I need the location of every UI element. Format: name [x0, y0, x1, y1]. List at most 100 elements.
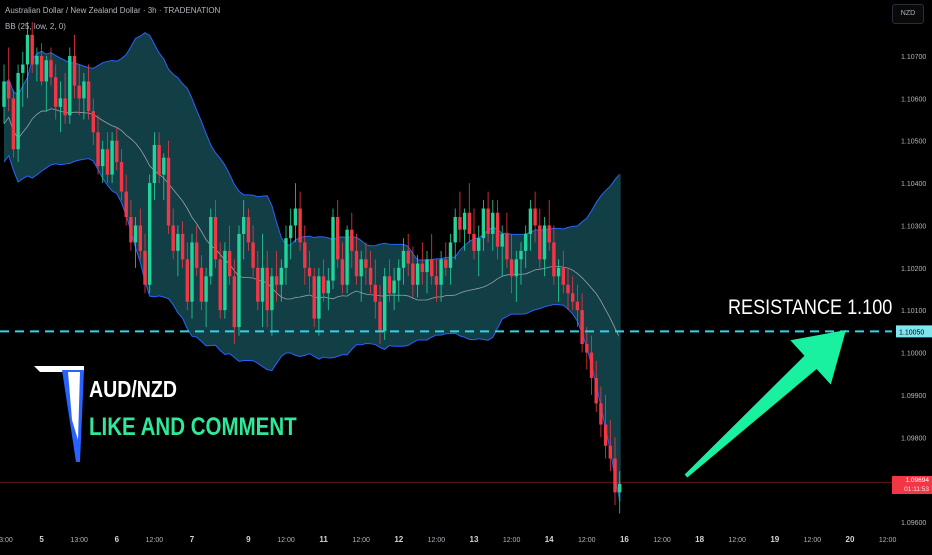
candle-body — [303, 242, 307, 268]
candle — [448, 233, 453, 285]
candle-body — [406, 250, 410, 264]
candle-body — [486, 208, 490, 234]
candle-body — [133, 225, 138, 243]
candle — [368, 250, 373, 294]
candle — [524, 225, 528, 268]
candle-body — [340, 259, 345, 285]
candle-body — [35, 56, 39, 65]
x-tick-label: 9 — [246, 535, 251, 544]
candle — [411, 246, 415, 298]
candle — [166, 140, 171, 234]
candle-body — [227, 250, 232, 277]
candle-body — [143, 250, 147, 285]
resistance-label: RESISTANCE 1.100 — [728, 296, 893, 319]
x-tick-label: 11 — [319, 535, 328, 544]
y-tick-label: 1.09900 — [901, 393, 926, 400]
candle-body — [566, 284, 570, 294]
candle — [2, 64, 6, 124]
candle — [54, 64, 58, 120]
candle — [180, 221, 185, 268]
candle — [293, 183, 298, 243]
candle — [444, 242, 448, 277]
candle — [284, 225, 288, 285]
y-tick-label: 1.10400 — [901, 181, 926, 188]
y-tick-label: 1.09800 — [901, 435, 926, 442]
candles-layer — [2, 22, 622, 514]
candle — [133, 216, 138, 268]
candle-body — [458, 216, 462, 230]
candle-body — [274, 276, 279, 285]
candle-body — [49, 60, 53, 78]
logo-stem-inner — [68, 372, 80, 440]
candle-body — [500, 233, 504, 247]
candle — [336, 200, 340, 268]
candle — [608, 420, 612, 472]
candle-body — [528, 208, 533, 234]
candle-body — [364, 259, 368, 268]
candle — [556, 259, 561, 302]
candle — [124, 174, 128, 226]
candle — [115, 128, 119, 171]
countdown-label: 01:11:53 — [904, 486, 929, 494]
candle-body — [279, 267, 283, 285]
candle-body — [387, 276, 392, 294]
candle-body — [618, 483, 622, 493]
candle-body — [373, 284, 377, 302]
candle — [387, 259, 392, 302]
candle — [77, 64, 81, 116]
candle-body — [298, 208, 302, 243]
candle-body — [105, 149, 110, 175]
candle — [274, 250, 279, 302]
x-tick-label: 18 — [695, 535, 704, 544]
band-upper-line — [3, 32, 621, 261]
candle — [594, 361, 598, 412]
candle — [129, 200, 133, 251]
candle-body — [519, 250, 523, 260]
candle — [58, 81, 63, 133]
candle — [373, 259, 377, 319]
x-tick-label: 13 — [470, 535, 479, 544]
candle-body — [491, 212, 495, 234]
currency-button[interactable]: NZD — [892, 4, 924, 24]
candle — [467, 183, 471, 243]
candle-body — [495, 212, 500, 247]
candle — [232, 259, 236, 345]
candle — [317, 267, 321, 336]
x-tick-label: 19 — [770, 535, 779, 544]
candle-body — [195, 242, 199, 268]
candle — [49, 47, 53, 86]
y-tick-label: 1.10600 — [901, 96, 926, 103]
candle-body — [232, 276, 236, 328]
candle — [491, 200, 495, 251]
candle — [298, 191, 302, 251]
candle-body — [209, 216, 213, 277]
candle — [340, 242, 345, 294]
candle — [401, 238, 406, 285]
candle-body — [16, 72, 20, 150]
candle-body — [180, 233, 185, 260]
candle — [514, 250, 518, 302]
candle-body — [556, 267, 561, 277]
candle — [397, 259, 401, 302]
candle — [575, 284, 580, 328]
candle-body — [176, 233, 180, 251]
candle-body — [453, 216, 457, 243]
candle — [561, 250, 565, 294]
indicator-title[interactable]: BB (25, low, 2, 0) — [5, 22, 66, 31]
candle — [143, 233, 147, 294]
candle-body — [115, 140, 119, 162]
candle — [72, 34, 77, 99]
candle — [538, 208, 542, 268]
candle — [96, 115, 100, 175]
x-tick-label: 13:00 — [0, 537, 13, 544]
candle-body — [411, 263, 415, 285]
x-tick-label: 5 — [39, 535, 44, 544]
up-arrow-shape — [684, 330, 846, 478]
candle — [86, 64, 91, 120]
candle — [256, 250, 260, 311]
x-tick-label: 12:00 — [804, 537, 822, 544]
candle-body — [190, 242, 194, 302]
candle-body — [21, 64, 25, 73]
